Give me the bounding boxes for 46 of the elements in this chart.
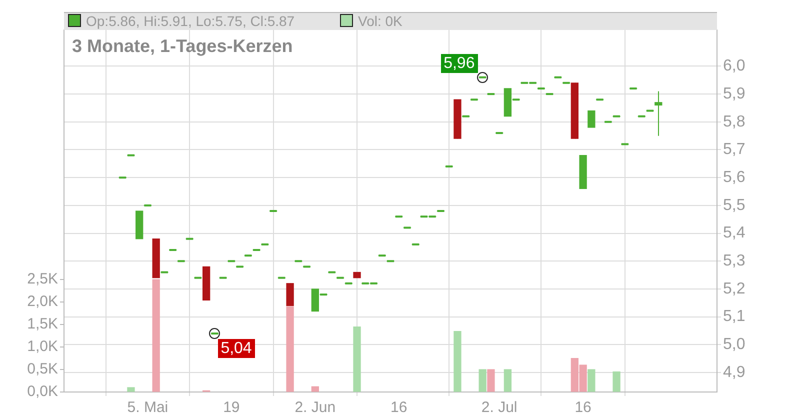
bar — [588, 369, 596, 392]
candlestick — [454, 99, 462, 140]
candlestick — [579, 154, 587, 190]
legend-label: Vol: 0K — [357, 13, 402, 30]
y-tick-label: 5,7 — [723, 141, 746, 158]
y2-tick-label: 0,5K — [27, 360, 58, 378]
y-tick-label: 5,1 — [723, 308, 746, 326]
y-tick-label: 5,2 — [723, 280, 746, 298]
bar — [353, 326, 361, 392]
annotation: 5,04 — [218, 338, 255, 358]
y-tick-label: 5,4 — [723, 224, 746, 242]
x-tick-label: 2. Jul — [481, 399, 518, 416]
legend-label: Op:5.86, Hi:5.91, Lo:5.75, Cl:5.87 — [85, 13, 295, 30]
y2-tick-label: 1,0K — [27, 338, 58, 356]
x-tick-label: 2. Jun — [294, 399, 336, 416]
y-tick-label: 4,9 — [723, 364, 746, 381]
bar — [504, 369, 512, 392]
y-tick-label: 5,6 — [723, 168, 746, 186]
candlestick — [136, 210, 144, 240]
y2-tick-label: 2,5K — [27, 270, 58, 288]
x-tick-label: 19 — [223, 399, 240, 416]
x-tick-label: 16 — [390, 399, 408, 416]
y-tick-label: 6,0 — [723, 58, 746, 75]
bar — [478, 369, 486, 392]
x-tick-label: 16 — [574, 399, 592, 416]
bar — [127, 387, 135, 392]
annotation: 5,96 — [440, 54, 478, 74]
bar — [487, 369, 495, 392]
y2-tick-label: 0,0K — [27, 383, 58, 400]
y2-tick-label: 1,5K — [27, 316, 58, 333]
bar — [311, 386, 319, 392]
y-tick-label: 5,9 — [723, 85, 746, 102]
x-tick-label: 5. Mai — [127, 399, 168, 416]
chart-title: 3 Monate, 1-Tages-Kerzen — [72, 36, 293, 57]
y-tick-label: 5,0 — [723, 336, 746, 354]
bar — [454, 330, 462, 392]
bar — [612, 371, 620, 392]
bar — [152, 279, 160, 392]
y2-tick-label: 2,0K — [27, 293, 58, 310]
y-tick-label: 5,8 — [723, 113, 746, 130]
candlestick — [353, 272, 361, 278]
y-tick-label: 5,5 — [723, 196, 746, 214]
candlestick — [286, 282, 294, 306]
y-tick-label: 5,3 — [723, 252, 746, 270]
bar — [286, 306, 294, 392]
candlestick — [588, 110, 596, 128]
